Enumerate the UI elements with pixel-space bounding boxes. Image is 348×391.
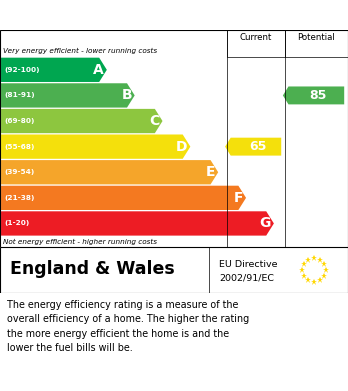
Text: Potential: Potential — [298, 33, 335, 42]
Text: Not energy efficient - higher running costs: Not energy efficient - higher running co… — [3, 239, 157, 245]
Polygon shape — [1, 109, 163, 133]
Text: 65: 65 — [249, 140, 266, 153]
Polygon shape — [1, 186, 246, 210]
Text: England & Wales: England & Wales — [10, 260, 175, 278]
Polygon shape — [1, 135, 190, 159]
Bar — [227, 30, 285, 57]
Text: A: A — [93, 63, 104, 77]
Text: E: E — [206, 165, 215, 179]
Text: B: B — [121, 88, 132, 102]
Text: The energy efficiency rating is a measure of the
overall efficiency of a home. T: The energy efficiency rating is a measur… — [7, 300, 249, 353]
Text: (92-100): (92-100) — [4, 67, 40, 73]
Text: (69-80): (69-80) — [4, 118, 34, 124]
Text: (1-20): (1-20) — [4, 221, 30, 226]
Polygon shape — [283, 86, 344, 104]
Polygon shape — [225, 138, 281, 156]
Polygon shape — [1, 211, 274, 236]
Text: Current: Current — [240, 33, 272, 42]
Polygon shape — [1, 57, 107, 82]
Text: 2002/91/EC: 2002/91/EC — [219, 274, 274, 283]
Bar — [285, 30, 348, 57]
Text: (21-38): (21-38) — [4, 195, 34, 201]
Polygon shape — [1, 160, 218, 185]
Text: (55-68): (55-68) — [4, 143, 34, 150]
Text: F: F — [234, 191, 243, 205]
Text: Very energy efficient - lower running costs: Very energy efficient - lower running co… — [3, 48, 157, 54]
Text: D: D — [176, 140, 188, 154]
Text: Energy Efficiency Rating: Energy Efficiency Rating — [7, 7, 217, 23]
Text: (39-54): (39-54) — [4, 169, 34, 175]
Text: (81-91): (81-91) — [4, 92, 35, 99]
Text: C: C — [150, 114, 160, 128]
Text: EU Directive: EU Directive — [219, 260, 278, 269]
Text: 85: 85 — [309, 89, 327, 102]
Polygon shape — [1, 83, 135, 108]
Text: G: G — [260, 217, 271, 230]
